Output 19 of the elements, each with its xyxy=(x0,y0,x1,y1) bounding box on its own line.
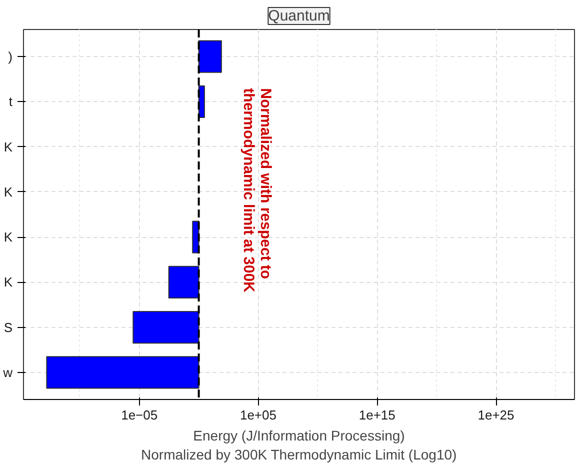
y-tick-label: S xyxy=(4,320,13,335)
bar xyxy=(46,356,200,389)
y-tick-label: K xyxy=(4,274,13,290)
y-tick-label: K xyxy=(4,139,13,154)
chart-title: Quantum xyxy=(268,8,330,24)
y-tick-label: t xyxy=(8,94,13,110)
annotation: Normalized with respect to thermodynamic limit at 300K xyxy=(240,88,274,293)
y-tick-label: K xyxy=(4,230,13,245)
x-tick-label: 1e+25 xyxy=(478,408,514,422)
x-tick-label: 1e−05 xyxy=(121,408,158,422)
y-tick-label: ) xyxy=(8,49,13,64)
x-axis-title: Energy (J/Information Processing) Normalized by 300K Thermodynamic Limit (Log10) xyxy=(141,428,457,463)
x-tick-label: 1e+15 xyxy=(358,408,396,422)
y-tick-label: w xyxy=(2,364,14,380)
bar xyxy=(168,266,200,298)
x-tick-label: 1e+05 xyxy=(240,408,276,422)
y-tick-label: K xyxy=(4,184,13,200)
bar xyxy=(198,40,222,73)
bar xyxy=(132,311,200,344)
